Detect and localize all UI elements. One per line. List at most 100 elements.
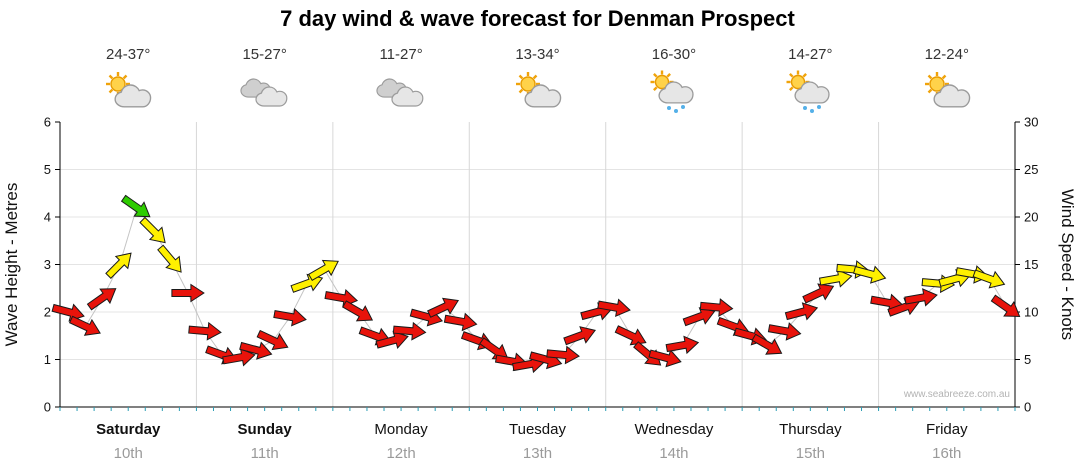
- weather-icon-box: [647, 70, 701, 116]
- clouds-icon: [376, 78, 424, 107]
- sun-ray: [927, 88, 932, 94]
- wind-arrow: [682, 307, 716, 327]
- sun-icon: [650, 70, 674, 94]
- clouds-icon: [240, 78, 288, 107]
- right-tick-label: 5: [1024, 352, 1031, 367]
- sun-ray: [941, 74, 947, 80]
- wind-arrow: [802, 283, 835, 304]
- cloud-icon: [933, 84, 971, 108]
- wind-arrow: [120, 194, 151, 218]
- sun-ray: [518, 88, 523, 94]
- left-tick-label: 3: [44, 257, 51, 272]
- weather-icon-box: [920, 70, 974, 116]
- weather-icon-box: [374, 70, 428, 116]
- day-temperature-range: 13-34°: [515, 46, 560, 63]
- wind-arrow: [443, 312, 478, 332]
- chart-title: 7 day wind & wave forecast for Denman Pr…: [280, 6, 795, 31]
- right-tick-label: 25: [1024, 162, 1038, 177]
- wind-arrow: [665, 335, 700, 355]
- sun-disc: [110, 76, 126, 92]
- day-date-label: 14th: [659, 445, 688, 462]
- sun-disc: [791, 74, 806, 90]
- wind-arrow: [273, 307, 307, 327]
- day-date-label: 13th: [523, 445, 552, 462]
- sun-ray: [666, 73, 671, 78]
- cloud-icon: [658, 81, 694, 104]
- sun-ray: [518, 74, 523, 80]
- wind-arrow: [68, 315, 101, 336]
- sun-ray: [652, 86, 658, 91]
- rain-drop-icon: [680, 105, 685, 109]
- sun-disc: [519, 76, 536, 92]
- rain-drop-icon: [803, 106, 808, 110]
- wind-speed-line: [68, 206, 1007, 365]
- wind-arrow: [853, 265, 887, 284]
- day-date-label: 15th: [796, 445, 825, 462]
- day-temperature-range: 11-27°: [379, 46, 423, 63]
- cloud-icon: [114, 84, 152, 108]
- wind-arrow: [171, 283, 205, 303]
- sun-disc: [929, 76, 945, 92]
- wind-arrow: [597, 298, 631, 318]
- right-tick-label: 20: [1024, 210, 1038, 225]
- rain-drop-icon: [810, 109, 815, 113]
- day-temperature-range: 12-24°: [924, 46, 969, 63]
- wind-arrow: [427, 297, 460, 318]
- rain-drop-icon: [817, 105, 822, 109]
- sun-cloud-icon: [924, 72, 971, 108]
- wind-arrow: [767, 322, 802, 341]
- left-tick-label: 2: [44, 305, 51, 320]
- sun-ray: [108, 74, 114, 80]
- left-tick-label: 1: [44, 352, 51, 367]
- wind-arrow: [784, 302, 819, 321]
- day-date-label: 12th: [386, 445, 415, 462]
- right-tick-label: 30: [1024, 115, 1038, 130]
- left-tick-label: 0: [44, 400, 51, 415]
- sun-cloud-rain-icon: [786, 70, 830, 113]
- day-temperature-range: 15-27°: [242, 46, 287, 63]
- weather-icon-box: [238, 70, 292, 116]
- day-name-label: Wednesday: [634, 421, 713, 438]
- cloud-icon: [391, 86, 424, 107]
- sun-disc: [654, 74, 670, 90]
- left-tick-label: 5: [44, 162, 51, 177]
- wind-arrow: [546, 345, 580, 365]
- day-date-label: 10th: [114, 445, 143, 462]
- sun-cloud-icon: [106, 72, 152, 108]
- wind-arrow: [614, 325, 647, 346]
- sun-ray: [802, 73, 808, 78]
- wind-arrow: [648, 349, 682, 368]
- wind-arrow: [239, 341, 273, 360]
- sun-ray: [108, 88, 114, 94]
- weather-icon-box: [101, 70, 155, 116]
- left-axis-title: Wave Height - Metres: [2, 183, 21, 347]
- wind-arrow: [222, 347, 256, 367]
- sun-cloud-rain-icon: [650, 70, 694, 113]
- rain-drop-icon: [673, 109, 678, 113]
- right-tick-label: 0: [1024, 400, 1031, 415]
- wind-arrow: [105, 252, 132, 279]
- wind-arrow: [375, 330, 409, 349]
- wind-arrow: [904, 288, 938, 307]
- wind-arrow: [139, 216, 166, 244]
- sun-cloud-icon: [515, 72, 561, 108]
- cloud-icon: [255, 86, 288, 107]
- day-temperature-range: 14-27°: [788, 46, 833, 63]
- wind-arrow: [699, 298, 734, 317]
- day-name-label: Sunday: [238, 421, 293, 438]
- sun-ray: [123, 74, 128, 80]
- left-tick-label: 4: [44, 210, 51, 225]
- cloud-icon: [523, 84, 561, 108]
- right-tick-label: 10: [1024, 305, 1038, 320]
- wind-arrow: [308, 259, 339, 282]
- wind-arrow: [342, 300, 374, 322]
- wind-arrow: [256, 329, 289, 351]
- day-temperature-range: 16-30°: [651, 46, 697, 63]
- sun-ray: [789, 86, 794, 91]
- weather-icon-box: [783, 70, 837, 116]
- wind-arrow: [990, 294, 1021, 318]
- sun-ray: [789, 73, 794, 78]
- day-name-label: Friday: [926, 421, 968, 438]
- right-tick-label: 15: [1024, 257, 1038, 272]
